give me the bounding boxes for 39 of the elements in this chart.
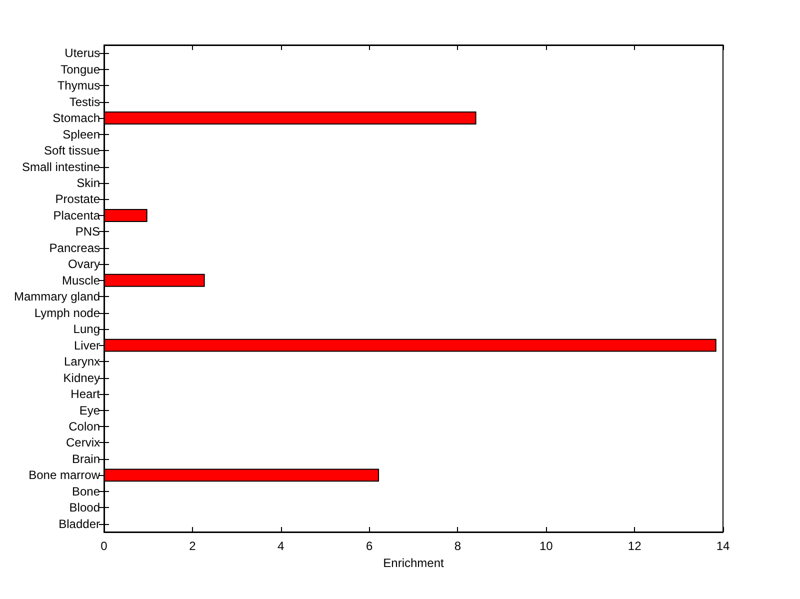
y-tick-label: Lymph node	[34, 306, 100, 320]
y-tick-label: Bone marrow	[28, 468, 100, 482]
y-tick-label: Larynx	[64, 354, 100, 369]
y-tick-label: Bladder	[58, 516, 100, 531]
y-tick-label: Blood	[69, 500, 100, 515]
y-tick-label: Stomach	[52, 111, 100, 126]
y-tick-label: Bone	[72, 484, 100, 498]
y-tick-label: Brain	[72, 452, 100, 466]
x-axis-title: Enrichment	[383, 556, 445, 570]
y-tick-label: Kidney	[63, 370, 100, 385]
y-tick-label: Heart	[70, 387, 101, 402]
x-tick-label: 2	[189, 539, 196, 553]
y-tick-label: Liver	[74, 338, 100, 352]
y-tick-label: Testis	[69, 94, 100, 109]
y-tick-label: Thymus	[57, 78, 100, 93]
x-tick-label: 10	[539, 539, 554, 553]
x-tick-label: 8	[454, 539, 462, 553]
y-tick-label: Cervix	[66, 436, 100, 450]
x-tick-label: 6	[366, 539, 373, 553]
y-tick-label: Spleen	[62, 127, 100, 142]
y-tick-label: Skin	[76, 176, 100, 190]
x-tick-label: 4	[278, 539, 285, 553]
y-tick-label: Ovary	[68, 257, 100, 272]
y-tick-label: Placenta	[53, 208, 100, 222]
y-tick-label: Colon	[68, 419, 100, 434]
y-tick-label: Soft tissue	[44, 144, 100, 158]
y-tick-label: Uterus	[64, 46, 100, 60]
y-tick-label: Lung	[73, 322, 100, 336]
y-tick-label: Small intestine	[22, 160, 100, 174]
x-tick-label: 0	[100, 539, 108, 553]
y-tick-label: Mammary gland	[14, 290, 100, 304]
y-tick-label: Tongue	[60, 62, 100, 76]
y-tick-label: Prostate	[55, 192, 100, 206]
y-tick-label: PNS	[75, 224, 100, 239]
y-tick-label: Muscle	[62, 273, 100, 288]
x-tick-label: 14	[716, 539, 730, 553]
x-tick-label: 12	[628, 539, 642, 553]
y-tick-label: Eye	[79, 403, 100, 418]
y-tick-label: Pancreas	[49, 240, 100, 255]
